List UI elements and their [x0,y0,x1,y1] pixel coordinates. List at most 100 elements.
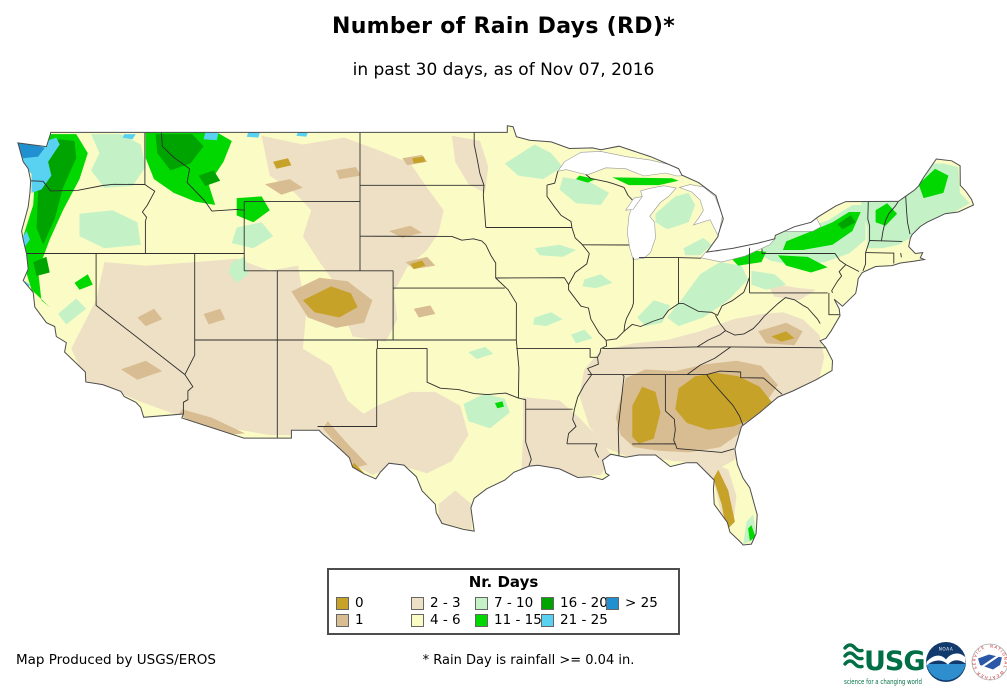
region-cat-7 [122,134,136,140]
region-cat-5 [236,196,270,223]
region-cat-1 [389,225,423,238]
state-border-line [725,297,821,336]
legend-swatch [411,614,424,627]
state-border-line [606,277,750,341]
state-border-line [485,244,520,399]
legend-swatch [336,614,349,627]
usgs-tagline: science for a changing world [844,678,922,686]
legend-label: 1 [355,612,364,628]
region-cat-4 [79,210,141,249]
region-cat-4 [534,244,576,257]
rain-day-regions [18,132,970,545]
region-cat-4 [228,256,249,283]
region-cat-4 [655,192,696,230]
state-border-line [317,348,378,427]
legend-swatch [541,614,554,627]
state-border-line [706,370,783,395]
region-cat-4 [231,222,274,249]
usgs-waves-icon [843,643,864,669]
lake [626,185,677,260]
lake [773,216,822,232]
region-cat-6 [155,134,204,171]
state-border-line [516,348,598,358]
state-border-line [495,277,569,285]
region-cat-5 [777,255,828,273]
state-border-line [141,132,156,254]
state-border-line [664,374,676,444]
region-cat-7 [246,132,260,138]
region-cat-4 [582,274,613,289]
lake [678,184,723,238]
region-cat-4 [860,163,970,249]
noaa-seagull-icon [926,653,966,666]
state-border-line [865,252,895,264]
state-border-line [831,264,847,294]
nws-slash-icon [980,654,1001,669]
region-cat-2 [261,135,444,342]
state-border-line [632,443,735,453]
legend-label: > 25 [625,595,658,611]
region-cat-2 [451,135,489,193]
noaa-sea-icon [926,664,966,681]
state-border-line [869,240,903,242]
region-cat-5 [74,274,93,290]
region-cat-4 [58,298,87,325]
state-border-line [761,248,860,272]
noaa-label: NOAA [939,647,954,652]
legend-swatch [541,597,554,610]
region-cat-1 [137,308,163,327]
legend-label: 11 - 15 [494,612,542,628]
region-cat-2 [521,397,613,477]
page-title: Number of Rain Days (RD)* [331,14,675,39]
usgs-wordmark: USGS [864,646,925,677]
region-cat-6 [837,215,856,230]
region-cat-4 [683,237,712,256]
state-borders [23,132,911,467]
region-cat-4 [504,144,563,180]
state-border-line [377,348,519,399]
region-cat-4 [571,329,593,344]
legend-swatch [475,614,488,627]
region-cat-5 [494,401,504,409]
legend-label: 4 - 6 [430,612,461,628]
region-cat-4 [637,300,671,327]
region-cat-0 [412,156,426,164]
legend-swatch [336,597,349,610]
state-border-line [473,132,487,228]
region-cat-0 [410,260,426,270]
state-border-line [602,346,828,350]
state-border-line [617,374,625,458]
noaa-logo: NOAA [926,642,966,682]
legend-title: Nr. Days [468,573,539,591]
page-subtitle: in past 30 days, as of Nov 07, 2016 [352,60,655,80]
region-cat-1 [336,167,361,180]
legend-label: 7 - 10 [494,595,534,611]
map-attribution: Map Produced by USGS/EROS [16,652,216,668]
region-cat-2 [339,391,469,475]
legend-swatch [475,597,488,610]
legend-label: 16 - 20 [560,595,608,611]
region-cat-5 [782,212,861,250]
state-border-line [359,235,487,246]
region-cat-1 [203,308,226,325]
state-border-line [696,315,726,348]
region-cat-7 [296,132,308,137]
region-cat-2 [71,258,373,453]
region-cat-0 [273,158,292,169]
conus-outline [17,125,975,546]
region-cat-4 [751,270,787,290]
legend-label: 0 [355,595,364,611]
state-border-line [585,174,633,201]
region-cat-4 [667,262,749,327]
nws-logo: NATIONAL WEATHER SERVICE [971,643,1007,681]
state-border-line [184,253,196,375]
region-cat-0 [675,372,775,430]
region-cat-7 [203,132,219,141]
region-cat-5 [576,175,596,183]
legend-label: 21 - 25 [560,612,608,628]
region-cat-5 [875,203,898,226]
region-cat-2 [766,282,816,301]
usgs-logo: USGS science for a changing world [843,643,925,686]
legend-swatch [606,597,619,610]
